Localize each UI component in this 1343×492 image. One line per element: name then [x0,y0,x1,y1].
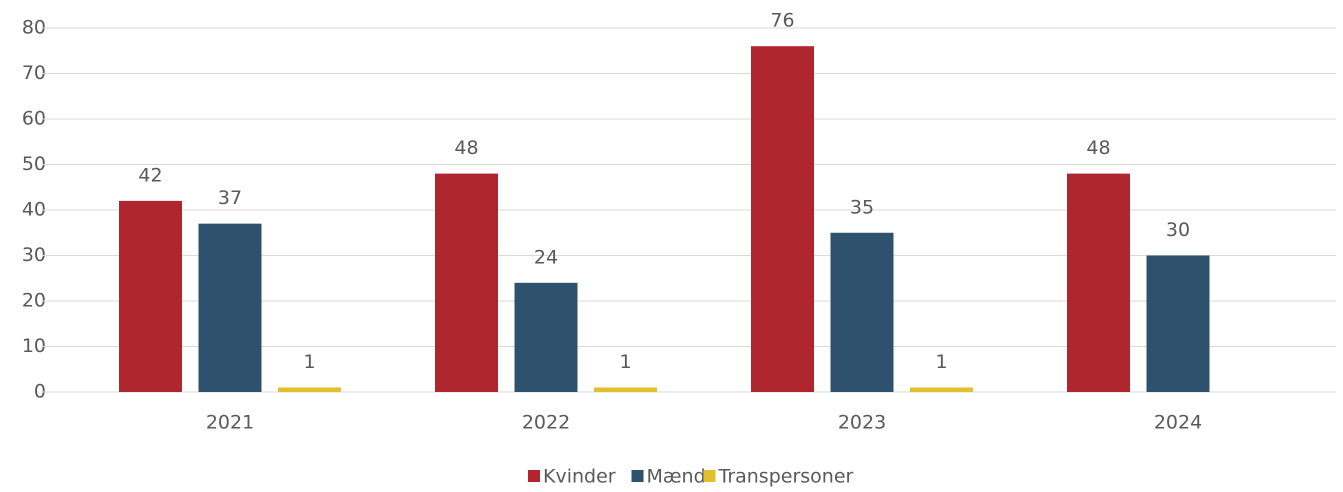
x-tick-label: 2021 [206,412,254,434]
x-tick-label: 2024 [1154,412,1202,434]
y-tick-label: 80 [22,17,46,39]
y-tick-label: 60 [22,108,46,130]
bar [1067,173,1130,392]
legend-label: Mænd [647,466,706,488]
data-label: 30 [1166,219,1190,241]
y-tick-label: 70 [22,62,46,84]
legend-label: Transpersoner [718,466,854,488]
legend-swatch [631,470,644,482]
bar [119,200,182,392]
bar [910,387,973,392]
bar [435,173,498,392]
data-label: 35 [850,196,874,218]
y-tick-label: 30 [22,244,46,266]
y-tick-label: 20 [22,290,46,312]
bar [198,223,262,392]
x-tick-label: 2022 [522,412,570,434]
bar [830,232,894,392]
data-label: 1 [935,351,947,373]
y-tick-label: 10 [22,335,46,357]
legend-swatch [528,470,540,482]
data-label: 48 [1086,137,1110,159]
bar [751,46,814,392]
x-tick-label: 2023 [838,412,886,434]
y-tick-label: 0 [34,381,46,403]
y-tick-label: 40 [22,199,46,221]
bar [278,387,341,392]
bar [594,387,657,392]
data-label: 1 [619,351,631,373]
legend-label: Kvinder [543,466,616,488]
data-label: 1 [303,351,315,373]
data-label: 37 [218,187,242,209]
data-label: 24 [534,246,558,268]
bar [1146,255,1210,392]
data-label: 48 [454,137,478,159]
data-label: 76 [770,10,794,32]
legend-swatch [703,470,716,482]
bar [514,282,578,392]
data-label: 42 [138,164,162,186]
y-tick-label: 50 [22,153,46,175]
